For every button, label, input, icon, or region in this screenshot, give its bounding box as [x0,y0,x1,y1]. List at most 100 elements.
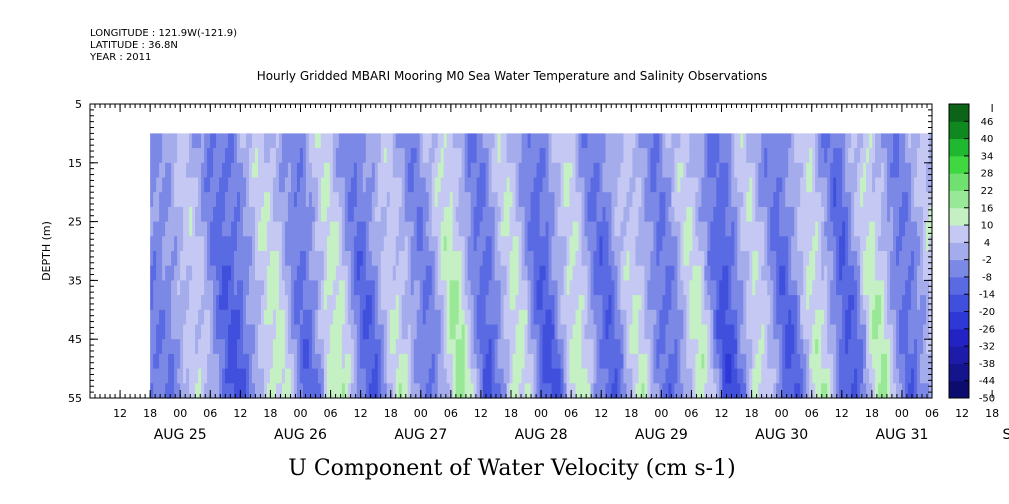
heatmap-cell [171,133,175,149]
heatmap-cell [344,309,349,326]
heatmap-cell [683,368,687,384]
heatmap-cell [761,383,765,399]
heatmap-cell [341,339,346,355]
heatmap-cell [788,148,792,164]
heatmap-cell [800,353,804,370]
heatmap-cell [716,265,720,281]
heatmap-cell [629,339,634,355]
heatmap-cell [446,383,451,399]
heatmap-cell [899,236,903,252]
heatmap-cell [210,251,214,267]
heatmap-cell [626,236,631,252]
heatmap-cell [617,280,622,296]
heatmap-cell [374,148,379,164]
heatmap-cell [641,206,646,223]
heatmap-cell [347,383,352,399]
heatmap-cell [488,339,493,355]
heatmap-cell [527,162,532,179]
heatmap-cell [668,339,672,355]
heatmap-cell [521,309,526,326]
heatmap-cell [440,383,445,399]
heatmap-cell [198,192,202,208]
heatmap-cell [752,353,756,370]
heatmap-cell [440,280,445,296]
heatmap-cell [317,353,322,370]
heatmap-cell [246,236,250,252]
heatmap-cell [818,206,822,223]
heatmap-cell [446,221,451,237]
heatmap-cell [359,368,364,384]
heatmap-cell [758,162,762,179]
heatmap-cell [512,324,517,340]
heatmap-cell [866,177,870,193]
heatmap-cell [311,280,316,296]
heatmap-cell [437,280,442,296]
heatmap-cell [602,309,607,326]
heatmap-cell [704,177,708,193]
heatmap-cell [515,148,520,164]
heatmap-cell [165,162,169,179]
heatmap-cell [293,280,298,296]
heatmap-cell [533,295,538,311]
heatmap-cell [575,251,580,267]
heatmap-cell [368,265,373,281]
heatmap-cell [464,162,469,179]
heatmap-cell [701,177,705,193]
heatmap-cell [183,251,187,267]
heatmap-cell [183,339,187,355]
heatmap-cell [815,280,819,296]
heatmap-cell [842,236,846,252]
heatmap-cell [470,383,475,399]
heatmap-cell [476,339,481,355]
heatmap-cell [641,177,646,193]
heatmap-cell [740,162,744,179]
heatmap-cell [599,162,604,179]
heatmap-cell [347,251,352,267]
heatmap-cell [563,353,568,370]
heatmap-cell [479,324,484,340]
heatmap-cell [305,206,310,223]
heatmap-cell [824,148,828,164]
heatmap-cell [518,309,523,326]
heatmap-cell [201,295,205,311]
heatmap-cell [779,236,783,252]
heatmap-cell [767,177,771,193]
heatmap-cell [461,280,466,296]
heatmap-cell [833,251,837,267]
heatmap-cell [494,324,499,340]
heatmap-cell [575,280,580,296]
heatmap-cell [761,221,765,237]
heatmap-cell [533,221,538,237]
heatmap-cell [470,251,475,267]
heatmap-cell [929,251,933,267]
heatmap-cell [926,339,930,355]
heatmap-cell [395,383,400,399]
heatmap-cell [350,280,355,296]
heatmap-cell [278,265,283,281]
heatmap-cell [317,295,322,311]
heatmap-cell [659,221,663,237]
heatmap-cell [785,324,789,340]
heatmap-cell [416,368,421,384]
heatmap-cell [272,251,277,267]
heatmap-cell [506,324,511,340]
heatmap-cell [782,280,786,296]
heatmap-cell [770,162,774,179]
heatmap-cell [326,309,331,326]
heatmap-cell [647,265,652,281]
heatmap-cell [488,280,493,296]
heatmap-cell [722,236,726,252]
heatmap-cell [896,265,900,281]
heatmap-cell [362,133,367,149]
heatmap-cell [899,148,903,164]
heatmap-cell [371,221,376,237]
heatmap-cell [186,133,190,149]
heatmap-cell [263,265,268,281]
heatmap-cell [608,192,613,208]
heatmap-cell [914,295,918,311]
heatmap-cell [845,265,849,281]
heatmap-cell [395,206,400,223]
heatmap-cell [722,368,726,384]
heatmap-cell [797,192,801,208]
heatmap-cell [851,133,855,149]
